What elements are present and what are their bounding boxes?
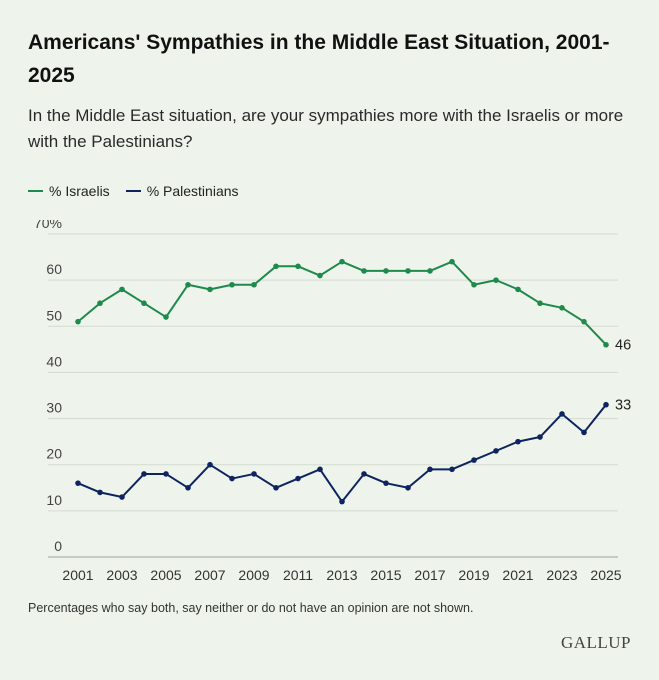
- data-point-palestinians: [405, 484, 411, 491]
- end-label-palestinians: 33: [615, 398, 631, 414]
- series-line-israelis: [77, 260, 607, 346]
- legend-label-israelis: % Israelis: [49, 183, 110, 199]
- data-point-palestinians: [449, 466, 455, 473]
- x-tick-label: 2009: [238, 567, 269, 583]
- data-point-israelis: [141, 300, 147, 307]
- y-tick-label: 0: [54, 538, 62, 554]
- data-point-israelis: [383, 268, 389, 274]
- data-point-israelis: [449, 258, 455, 265]
- data-point-israelis: [273, 263, 279, 270]
- data-point-israelis: [603, 341, 609, 348]
- data-point-palestinians: [581, 429, 587, 436]
- legend-item-israelis: % Israelis: [28, 183, 110, 199]
- data-point-israelis: [493, 277, 499, 283]
- data-point-palestinians: [471, 457, 477, 463]
- y-tick-label: 40: [46, 353, 62, 369]
- data-point-israelis: [75, 318, 81, 325]
- data-point-palestinians: [251, 471, 257, 477]
- x-tick-label: 2003: [106, 567, 137, 583]
- x-tick-label: 2021: [502, 567, 533, 583]
- x-tick-label: 2005: [150, 567, 181, 583]
- data-point-palestinians: [537, 434, 543, 440]
- chart-title: Americans' Sympathies in the Middle East…: [28, 31, 610, 87]
- chart-subtitle: In the Middle East situation, are your s…: [28, 106, 624, 151]
- data-point-palestinians: [339, 498, 345, 505]
- legend: % Israelis % Palestinians: [28, 183, 255, 199]
- gallup-logo: GALLUP: [560, 633, 631, 652]
- data-point-israelis: [97, 300, 103, 307]
- x-tick-label: 2007: [194, 567, 225, 583]
- data-point-israelis: [427, 268, 433, 274]
- data-point-israelis: [163, 314, 169, 320]
- data-point-israelis: [119, 286, 125, 293]
- data-point-israelis: [537, 300, 543, 307]
- line-chart: 0 10 20 30 40 50 60 70% 2001 2003 2005 2007 2009 201…: [34, 220, 631, 583]
- data-point-israelis: [581, 318, 587, 325]
- data-point-palestinians: [141, 471, 147, 477]
- data-point-palestinians: [361, 471, 367, 477]
- data-point-israelis: [229, 281, 235, 288]
- data-point-palestinians: [515, 438, 521, 445]
- data-point-palestinians: [295, 475, 301, 482]
- data-point-palestinians: [207, 461, 213, 468]
- data-point-israelis: [317, 272, 323, 279]
- data-point-palestinians: [383, 480, 389, 486]
- gridlines: [48, 233, 618, 558]
- y-tick-label: 30: [46, 400, 62, 416]
- legend-swatch-palestinians: [125, 190, 141, 192]
- y-tick-label: 10: [46, 492, 62, 508]
- x-axis-ticks: 2001 2003 2005 2007 2009 2011 2013 2015 2017 2019…: [62, 567, 621, 583]
- data-point-israelis: [295, 263, 301, 270]
- data-point-palestinians: [185, 484, 191, 491]
- data-point-palestinians: [75, 480, 81, 486]
- data-point-palestinians: [427, 466, 433, 473]
- end-label-israelis: 46: [615, 338, 631, 354]
- data-point-palestinians: [273, 484, 279, 491]
- data-point-palestinians: [603, 401, 609, 408]
- data-point-palestinians: [493, 448, 499, 454]
- data-point-israelis: [207, 286, 213, 293]
- legend-item-palestinians: % Palestinians: [125, 183, 239, 199]
- series-line-palestinians: [77, 404, 607, 503]
- x-tick-label: 2013: [326, 567, 357, 583]
- data-point-palestinians: [119, 494, 125, 500]
- data-point-israelis: [339, 258, 345, 265]
- footnote: Percentages who say both, say neither or…: [28, 601, 474, 615]
- y-tick-label: 70%: [34, 220, 62, 231]
- data-point-israelis: [405, 268, 411, 274]
- x-tick-label: 2017: [414, 567, 445, 583]
- series-lines: 46 33: [75, 258, 631, 505]
- y-tick-label: 60: [46, 261, 62, 277]
- legend-label-palestinians: % Palestinians: [146, 183, 239, 199]
- x-tick-label: 2001: [62, 567, 93, 583]
- data-point-israelis: [361, 268, 367, 274]
- data-point-palestinians: [559, 411, 565, 417]
- x-tick-label: 2011: [283, 567, 313, 583]
- x-tick-label: 2015: [370, 567, 401, 583]
- data-point-israelis: [515, 286, 521, 293]
- y-tick-label: 50: [46, 307, 62, 323]
- data-point-palestinians: [163, 471, 169, 477]
- y-tick-label: 20: [46, 446, 62, 462]
- data-point-israelis: [185, 281, 191, 288]
- x-tick-label: 2025: [590, 567, 621, 583]
- data-point-palestinians: [97, 489, 103, 496]
- data-point-israelis: [471, 281, 477, 288]
- legend-swatch-israelis: [28, 190, 43, 192]
- x-tick-label: 2019: [458, 567, 489, 583]
- data-point-palestinians: [317, 466, 323, 473]
- data-point-israelis: [251, 281, 257, 288]
- data-point-palestinians: [229, 475, 235, 482]
- data-point-israelis: [559, 305, 565, 311]
- y-axis-ticks: 0 10 20 30 40 50 60 70%: [34, 220, 62, 554]
- x-tick-label: 2023: [546, 567, 577, 583]
